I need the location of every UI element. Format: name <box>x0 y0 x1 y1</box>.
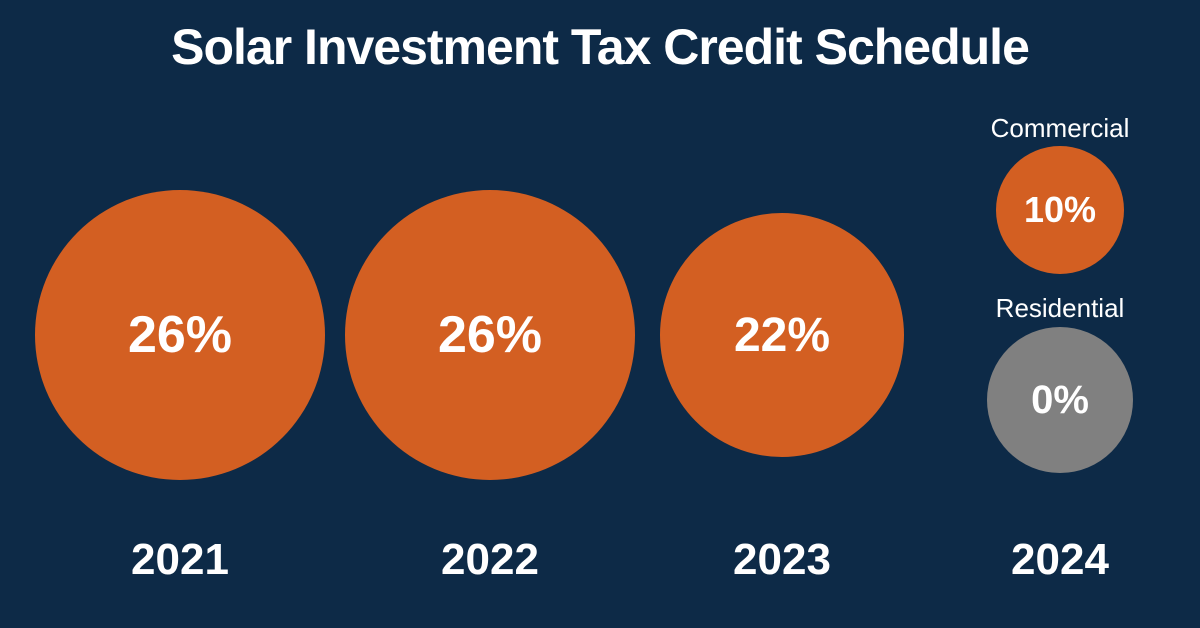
circle-2022-value: 26% <box>438 305 542 365</box>
year-label-2024: 2024 <box>910 535 1200 585</box>
infographic-canvas: Solar Investment Tax Credit Schedule 26%… <box>0 0 1200 628</box>
page-title: Solar Investment Tax Credit Schedule <box>0 18 1200 76</box>
circle-2024-residential-value: 0% <box>1031 378 1089 423</box>
sublabel-residential: Residential <box>910 293 1200 324</box>
circle-2021: 26% <box>35 190 325 480</box>
circle-2023-value: 22% <box>734 308 830 363</box>
circle-2021-value: 26% <box>128 305 232 365</box>
year-label-2022: 2022 <box>340 535 640 585</box>
circle-2023: 22% <box>660 213 904 457</box>
circle-2024-residential: 0% <box>987 327 1133 473</box>
circle-2022: 26% <box>345 190 635 480</box>
sublabel-commercial: Commercial <box>910 113 1200 144</box>
year-label-2021: 2021 <box>30 535 330 585</box>
circle-2024-commercial-value: 10% <box>1024 189 1096 231</box>
year-label-2023: 2023 <box>632 535 932 585</box>
circle-2024-commercial: 10% <box>996 146 1124 274</box>
